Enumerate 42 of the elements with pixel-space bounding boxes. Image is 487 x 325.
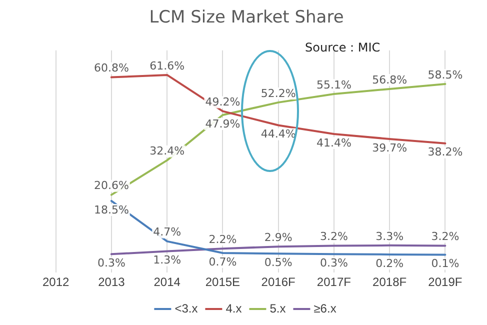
x-tick-label: 2018F (372, 275, 407, 290)
data-label: 38.2% (428, 146, 463, 159)
x-tick-label: 2016F (261, 275, 296, 290)
x-tick-label: 2014 (154, 275, 181, 290)
data-label: 61.6% (150, 59, 185, 72)
data-label: 47.9% (205, 117, 240, 130)
x-tick-label: 2019F (428, 275, 462, 290)
data-label: 55.1% (316, 78, 352, 92)
data-label: 56.8% (372, 73, 408, 86)
legend-label: ≥6.x (314, 301, 336, 316)
data-label: 32.4% (150, 144, 185, 158)
data-label: 3.2% (431, 230, 460, 244)
data-label: 0.5% (264, 256, 292, 269)
data-label: 39.7% (372, 141, 408, 154)
legend-label: 5.x (270, 301, 286, 316)
data-label: 44.4% (260, 128, 296, 141)
data-label: 2.2% (208, 232, 237, 246)
data-label: 1.3% (153, 254, 182, 267)
annotation: Source : MIC (305, 40, 380, 55)
data-label: 3.3% (376, 230, 404, 243)
data-label: 49.2% (205, 96, 240, 109)
data-label: 0.1% (431, 257, 460, 270)
data-label: 41.4% (316, 136, 352, 150)
data-label: 0.2% (376, 256, 404, 270)
data-label: 2.9% (264, 230, 292, 244)
data-label: 0.3% (97, 256, 126, 270)
data-label: 18.5% (94, 203, 129, 216)
data-label: 58.5% (428, 68, 463, 82)
data-label: 0.3% (320, 256, 348, 270)
legend-label: 4.x (226, 301, 242, 316)
data-label: 60.8% (94, 62, 129, 75)
x-tick-label: 2015E (205, 275, 240, 290)
chart-title: LCM Size Market Share (149, 8, 344, 28)
legend-label: <3.x (174, 301, 198, 316)
data-label: 52.2% (260, 86, 296, 100)
x-tick-label: 2013 (98, 275, 126, 290)
data-label: 4.7% (153, 226, 182, 239)
data-label: 20.6% (94, 179, 129, 192)
data-label: 3.2% (320, 230, 348, 244)
data-label: 0.7% (208, 255, 237, 268)
x-tick-label: 2012 (42, 275, 70, 290)
x-tick-label: 2017F (316, 275, 351, 290)
